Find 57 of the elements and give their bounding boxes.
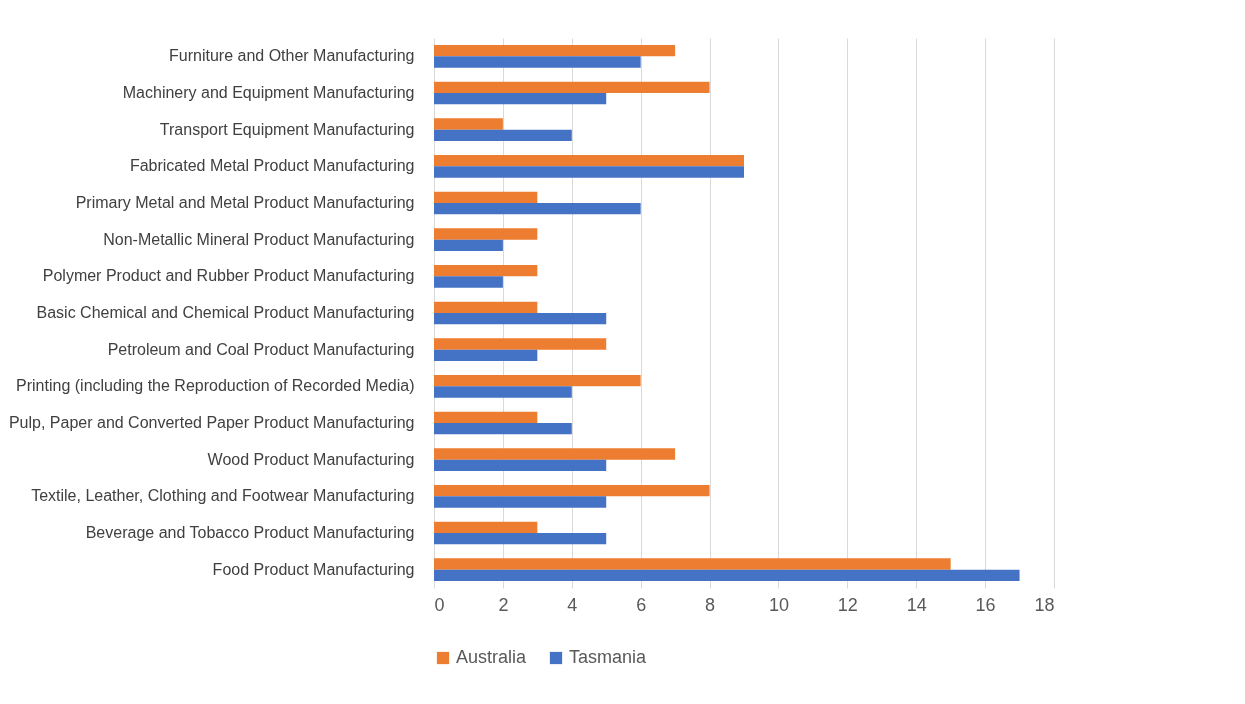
bar	[434, 349, 538, 362]
y-tick-label: Textile, Leather, Clothing and Footwear Manufacturing	[31, 487, 415, 505]
bar	[434, 411, 538, 423]
y-tick-label: Petroleum and Coal Product Manufacturing	[107, 340, 415, 358]
bar	[434, 569, 1020, 582]
bar	[434, 129, 572, 142]
bar	[434, 166, 744, 178]
bar	[434, 239, 503, 252]
x-tick-label: 10	[768, 594, 789, 615]
bar	[434, 81, 710, 93]
x-tick-label: 12	[837, 594, 858, 615]
bar	[434, 386, 572, 398]
bar	[434, 496, 607, 508]
legend-label: Tasmania	[569, 647, 648, 667]
x-tick-label: 4	[567, 594, 578, 615]
bar	[434, 521, 538, 533]
bar	[434, 301, 538, 313]
x-tick-label: 8	[705, 594, 716, 615]
y-tick-label: Printing (including the Reproduction of Recorded Media)	[16, 377, 415, 395]
y-tick-label: Beverage and Tobacco Product Manufacturing	[85, 524, 415, 541]
bar	[434, 44, 676, 57]
legend-label: Australia	[456, 647, 528, 667]
bar	[434, 558, 951, 570]
y-tick-label: Pulp, Paper and Converted Paper Product Manufacturing	[8, 414, 415, 431]
bar	[434, 154, 744, 167]
bar	[434, 374, 641, 387]
bar	[434, 313, 607, 325]
bar	[434, 93, 607, 105]
bar	[434, 423, 572, 435]
y-tick-label: Basic Chemical and Chemical Product Manufacturing	[36, 304, 415, 321]
y-tick-label: Furniture and Other Manufacturing	[169, 47, 415, 65]
x-tick-label: 16	[975, 594, 996, 615]
y-tick-label: Primary Metal and Metal Product Manufacturing	[75, 194, 415, 211]
bar	[434, 448, 676, 460]
y-tick-label: Food Product Manufacturing	[212, 560, 415, 578]
bar	[434, 203, 641, 215]
bar	[434, 338, 607, 350]
x-tick-label: 18	[1034, 594, 1055, 615]
bar	[434, 118, 503, 130]
y-tick-label: Fabricated Metal Product Manufacturing	[129, 157, 415, 175]
y-tick-label: Polymer Product and Rubber Product Manufacturing	[42, 267, 415, 285]
x-tick-label: 2	[498, 594, 509, 615]
bar	[434, 191, 538, 203]
bar	[434, 459, 607, 472]
bar	[434, 276, 503, 288]
y-tick-label: Machinery and Equipment Manufacturing	[122, 84, 415, 101]
x-tick-label: 0	[434, 594, 445, 615]
y-tick-label: Non-Metallic Mineral Product Manufacturing	[103, 230, 415, 248]
y-tick-label: Wood Product Manufacturing	[207, 450, 415, 468]
bar	[434, 484, 710, 497]
bar	[434, 533, 607, 545]
bar	[434, 264, 538, 277]
x-tick-label: 6	[636, 594, 647, 615]
bar	[434, 228, 538, 240]
y-tick-label: Transport Equipment Manufacturing	[159, 120, 415, 138]
x-tick-label: 14	[906, 594, 927, 615]
bar	[434, 56, 641, 68]
